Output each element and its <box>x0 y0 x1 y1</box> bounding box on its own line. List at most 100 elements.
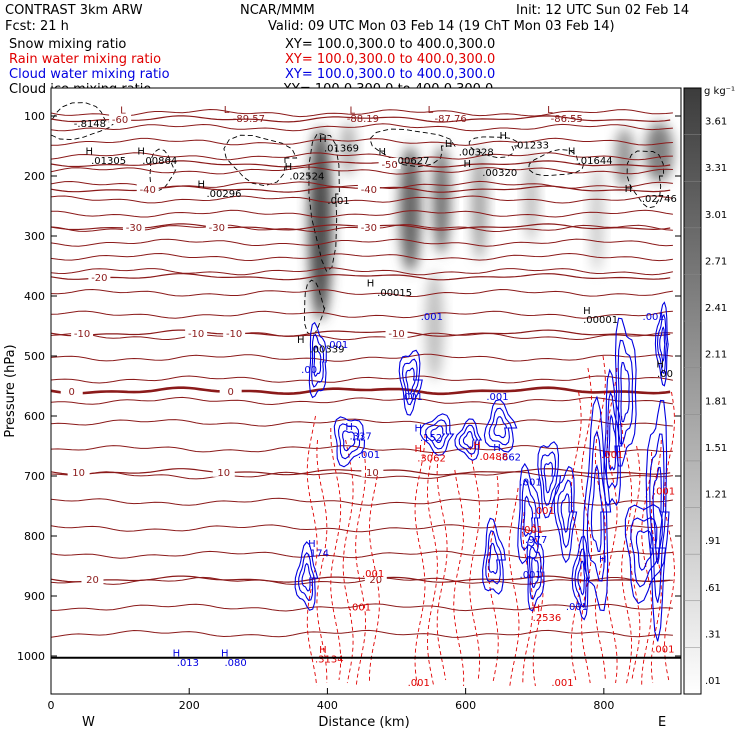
isotherm <box>51 267 673 276</box>
isotherm-label: 0 <box>69 387 75 398</box>
cloud-water-contour <box>333 416 366 468</box>
isotherm-label-bg <box>185 327 208 339</box>
contour-value-label: -89.57 <box>233 114 265 125</box>
contour-value-label: H <box>345 422 353 433</box>
field-name-rain: Rain water mixing ratio <box>9 52 161 67</box>
cloud-water-contour <box>577 560 586 596</box>
x-tick-label: 400 <box>317 699 338 712</box>
rain-contour <box>508 487 520 687</box>
isotherm <box>51 332 673 341</box>
isotherm-label: -30 <box>361 223 377 234</box>
cloud-ice-contour <box>369 128 456 168</box>
contour-value-label: .00001 <box>583 315 618 326</box>
contour-value-label: .001 <box>326 340 348 351</box>
colorbar: 3.61 3.31 3.01 2.71 2.41 2.11 1.81 1.51 1.21 .91.… <box>683 87 727 695</box>
cloud-water-contour <box>635 529 654 571</box>
contour-value-label: -86.55 <box>551 114 583 125</box>
isotherm-labeled <box>51 160 671 168</box>
contour-value-label: H <box>625 184 633 195</box>
x-axis-label: Distance (km) <box>318 715 409 730</box>
isotherm-labeled <box>51 115 671 123</box>
cloud-water-contour <box>654 301 669 387</box>
cloud-water-contour <box>462 431 475 449</box>
field-xy-snow: XY= 100.0,300.0 to 400.0,300.0 <box>285 37 495 52</box>
cloud-ice-contour <box>626 150 665 209</box>
rain-contour <box>629 445 641 681</box>
contour-value-label: .001 <box>486 392 508 403</box>
isotherm-label: -10 <box>188 329 204 340</box>
contour-value-label: H <box>533 604 541 615</box>
isotherm <box>51 238 673 247</box>
contour-value-label: H <box>414 424 422 435</box>
cloud-water-contour <box>608 413 617 471</box>
contour-value-label: H <box>493 443 501 454</box>
contour-value-label: .001 <box>408 678 430 689</box>
cloud-water-contour <box>308 321 327 399</box>
cloud-ice-contour <box>223 134 298 187</box>
isotherm-labeled <box>51 273 671 281</box>
contour-value-label: .001 <box>643 312 665 323</box>
cloud-water-contour <box>537 441 562 519</box>
contour-value-label: .013 <box>177 658 199 669</box>
colorbar-gradient <box>683 87 702 695</box>
contour-value-label: .01233 <box>514 140 549 151</box>
isotherm <box>51 209 673 218</box>
cloud-water-contour <box>645 399 670 642</box>
cloud-water-contour <box>582 395 612 612</box>
field-name-cloud-water: Cloud water mixing ratio <box>9 67 170 82</box>
contour-value-label: .00328 <box>459 148 494 159</box>
contour-value-label: .00 <box>657 369 673 380</box>
header: CONTRAST 3km ARW NCAR/MMM Init: 12 UTC S… <box>5 3 689 97</box>
isotherm <box>51 123 673 132</box>
cloud-water-contour <box>531 556 539 589</box>
rain-contour <box>436 463 448 681</box>
isotherm <box>51 166 673 175</box>
cloud-water-contour <box>298 551 316 602</box>
cloud-water-contour <box>419 413 455 456</box>
isotherm-label-bg <box>81 573 104 585</box>
contour-value-label: .001 <box>362 569 384 580</box>
isotherm-label-bg <box>223 327 246 339</box>
cloud-water-contour <box>553 465 578 564</box>
contour-value-label: .001 <box>566 602 588 613</box>
cloud-water-contour <box>398 349 423 416</box>
contour-value-label: H <box>473 440 481 451</box>
cloud-water-contour <box>294 541 319 611</box>
isotherm-label-bg <box>212 465 235 477</box>
y-tick-label: 200 <box>24 170 45 183</box>
contour-value-label: .02524 <box>289 172 324 183</box>
contour-value-label: .0488 <box>479 452 508 463</box>
temperature-contours: -60 -50 -40 -40 -30 -30 -30 -20 -10 -10 -10 -10 0 0 10… <box>51 108 673 638</box>
contour-value-label: .01369 <box>324 143 359 154</box>
rain-contour <box>368 475 380 683</box>
contour-value-label: .3062 <box>417 454 446 465</box>
contour-value-label: .001 <box>652 644 674 655</box>
colorbar-label: 1.21 <box>705 490 727 501</box>
contour-value-label: .00015 <box>377 288 412 299</box>
rain-contour <box>453 469 465 687</box>
contour-value-label: L <box>350 106 356 117</box>
contour-value-label: .001 <box>349 602 371 613</box>
cloud-water-contour <box>520 479 537 551</box>
init-time: Init: 12 UTC Sun 02 Feb 14 <box>516 3 689 18</box>
cloud-water-contour <box>528 546 542 600</box>
contour-value-label: .174 <box>307 548 329 559</box>
isotherm-label-bg <box>205 221 228 232</box>
contour-value-label: L <box>428 105 434 116</box>
isotherm-label-bg <box>361 465 384 477</box>
contour-value-label: H <box>499 131 507 142</box>
isotherm-labeled <box>51 386 671 396</box>
contour-value-label: H <box>137 146 145 157</box>
cloud-water-contour <box>590 464 604 552</box>
valid-time: Valid: 09 UTC Mon 03 Feb 14 (19 ChT Mon … <box>268 19 615 34</box>
contour-value-label: .662 <box>499 452 521 463</box>
contour-value-label: H <box>379 147 387 158</box>
contour-value-label: .001 <box>327 196 349 207</box>
snow-plume <box>471 146 488 260</box>
cloud-water-contour <box>342 430 356 452</box>
colorbar-label: 1.51 <box>705 443 727 454</box>
isotherm <box>51 353 673 362</box>
colorbar-label: .91 <box>705 536 721 547</box>
rain-contour <box>469 445 481 681</box>
